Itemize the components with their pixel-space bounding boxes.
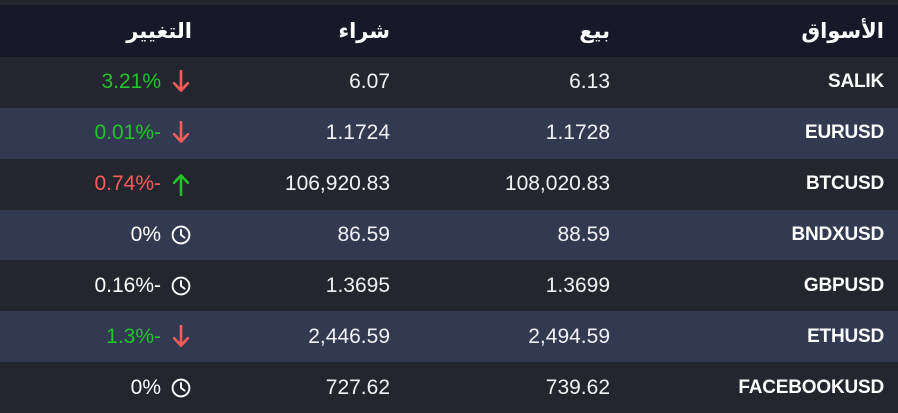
sell-price-value: 1.1728 bbox=[545, 121, 610, 145]
arrow-down-icon bbox=[170, 324, 192, 350]
sell-price-value: 2,494.59 bbox=[528, 324, 610, 348]
table-row[interactable]: SALIK 6.13 6.07 3.21% bbox=[0, 57, 898, 108]
column-header-symbol-label: الأسواق bbox=[801, 19, 884, 43]
cell-buy-price: 6.07 bbox=[228, 70, 434, 94]
cell-symbol: GBPUSD bbox=[650, 275, 898, 297]
change-percent-value: 0.74%- bbox=[94, 172, 161, 196]
clock-icon bbox=[170, 375, 192, 401]
sell-price-value: 1.3699 bbox=[545, 273, 610, 297]
cell-buy-price: 106,920.83 bbox=[228, 172, 434, 196]
buy-price-value: 2,446.59 bbox=[308, 324, 390, 348]
cell-sell-price: 6.13 bbox=[434, 70, 650, 94]
cell-change: 0% bbox=[0, 222, 228, 248]
table-row[interactable]: GBPUSD 1.3699 1.3695 0.16%- bbox=[0, 260, 898, 312]
table-row[interactable]: BNDXUSD 88.59 86.59 0% bbox=[0, 209, 898, 261]
cell-symbol: FACEBOOKUSD bbox=[650, 377, 898, 399]
cell-sell-price: 1.3699 bbox=[434, 274, 650, 298]
sell-price-value: 6.13 bbox=[569, 70, 610, 94]
clock-icon bbox=[170, 273, 192, 299]
table-body: SALIK 6.13 6.07 3.21% EURUSD 1.1728 1.1724 0.01… bbox=[0, 57, 898, 413]
cell-buy-price: 1.1724 bbox=[228, 121, 434, 145]
cell-change: 0.74%- bbox=[0, 171, 228, 197]
buy-price-value: 86.59 bbox=[337, 223, 390, 246]
cell-change: 0.16%- bbox=[0, 273, 228, 299]
change-percent-value: 0.16%- bbox=[94, 273, 161, 297]
column-header-buy-label: شراء bbox=[338, 19, 390, 43]
arrow-down-icon bbox=[170, 120, 192, 146]
column-header-buy[interactable]: شراء bbox=[228, 19, 434, 44]
symbol-label: EURUSD bbox=[804, 122, 884, 144]
buy-price-value: 6.07 bbox=[349, 70, 390, 94]
buy-price-value: 106,920.83 bbox=[284, 172, 390, 196]
table-row[interactable]: ETHUSD 2,494.59 2,446.59 1.3%- bbox=[0, 311, 898, 363]
cell-change: 3.21% bbox=[0, 69, 228, 95]
table-header-row: الأسواق بيع شراء التغيير bbox=[0, 5, 898, 57]
column-header-change-label: التغيير bbox=[126, 19, 192, 43]
cell-buy-price: 86.59 bbox=[228, 223, 434, 247]
table-row[interactable]: FACEBOOKUSD 739.62 727.62 0% bbox=[0, 362, 898, 413]
cell-symbol: EURUSD bbox=[650, 122, 898, 144]
column-header-change[interactable]: التغيير bbox=[0, 19, 228, 44]
sell-price-value: 108,020.83 bbox=[504, 172, 610, 196]
cell-buy-price: 1.3695 bbox=[228, 274, 434, 298]
cell-symbol: BNDXUSD bbox=[650, 224, 898, 246]
change-percent-value: 1.3%- bbox=[106, 324, 161, 348]
change-percent-value: 0.01%- bbox=[94, 121, 161, 145]
cell-change: 1.3%- bbox=[0, 324, 228, 350]
cell-symbol: BTCUSD bbox=[650, 173, 898, 195]
symbol-label: BNDXUSD bbox=[791, 224, 884, 245]
symbol-label: ETHUSD bbox=[807, 325, 884, 347]
column-header-sell-label: بيع bbox=[579, 19, 610, 43]
cell-symbol: SALIK bbox=[650, 71, 898, 93]
cell-symbol: ETHUSD bbox=[650, 326, 898, 348]
symbol-label: FACEBOOKUSD bbox=[738, 376, 884, 398]
sell-price-value: 88.59 bbox=[557, 223, 610, 246]
cell-sell-price: 2,494.59 bbox=[434, 325, 650, 349]
change-percent-value: 3.21% bbox=[101, 70, 161, 94]
column-header-symbol[interactable]: الأسواق bbox=[650, 19, 898, 44]
cell-change: 0.01%- bbox=[0, 120, 228, 146]
arrow-down-icon bbox=[170, 69, 192, 95]
cell-change: 0% bbox=[0, 375, 228, 401]
change-percent-value: 0% bbox=[130, 375, 161, 399]
arrow-up-icon bbox=[170, 171, 192, 197]
clock-icon bbox=[170, 222, 192, 248]
buy-price-value: 1.1724 bbox=[325, 121, 390, 145]
symbol-label: BTCUSD bbox=[806, 173, 884, 195]
buy-price-value: 727.62 bbox=[325, 375, 390, 399]
cell-buy-price: 2,446.59 bbox=[228, 325, 434, 349]
cell-sell-price: 739.62 bbox=[434, 376, 650, 400]
change-percent-value: 0% bbox=[130, 223, 161, 246]
cell-sell-price: 88.59 bbox=[434, 223, 650, 247]
cell-sell-price: 1.1728 bbox=[434, 121, 650, 145]
sell-price-value: 739.62 bbox=[545, 375, 610, 399]
column-header-sell[interactable]: بيع bbox=[434, 19, 650, 44]
buy-price-value: 1.3695 bbox=[325, 273, 390, 297]
symbol-label: SALIK bbox=[827, 71, 884, 93]
cell-buy-price: 727.62 bbox=[228, 376, 434, 400]
table-row[interactable]: BTCUSD 108,020.83 106,920.83 0.74%- bbox=[0, 158, 898, 210]
table-row[interactable]: EURUSD 1.1728 1.1724 0.01%- bbox=[0, 107, 898, 159]
symbol-label: GBPUSD bbox=[803, 274, 884, 296]
cell-sell-price: 108,020.83 bbox=[434, 172, 650, 196]
